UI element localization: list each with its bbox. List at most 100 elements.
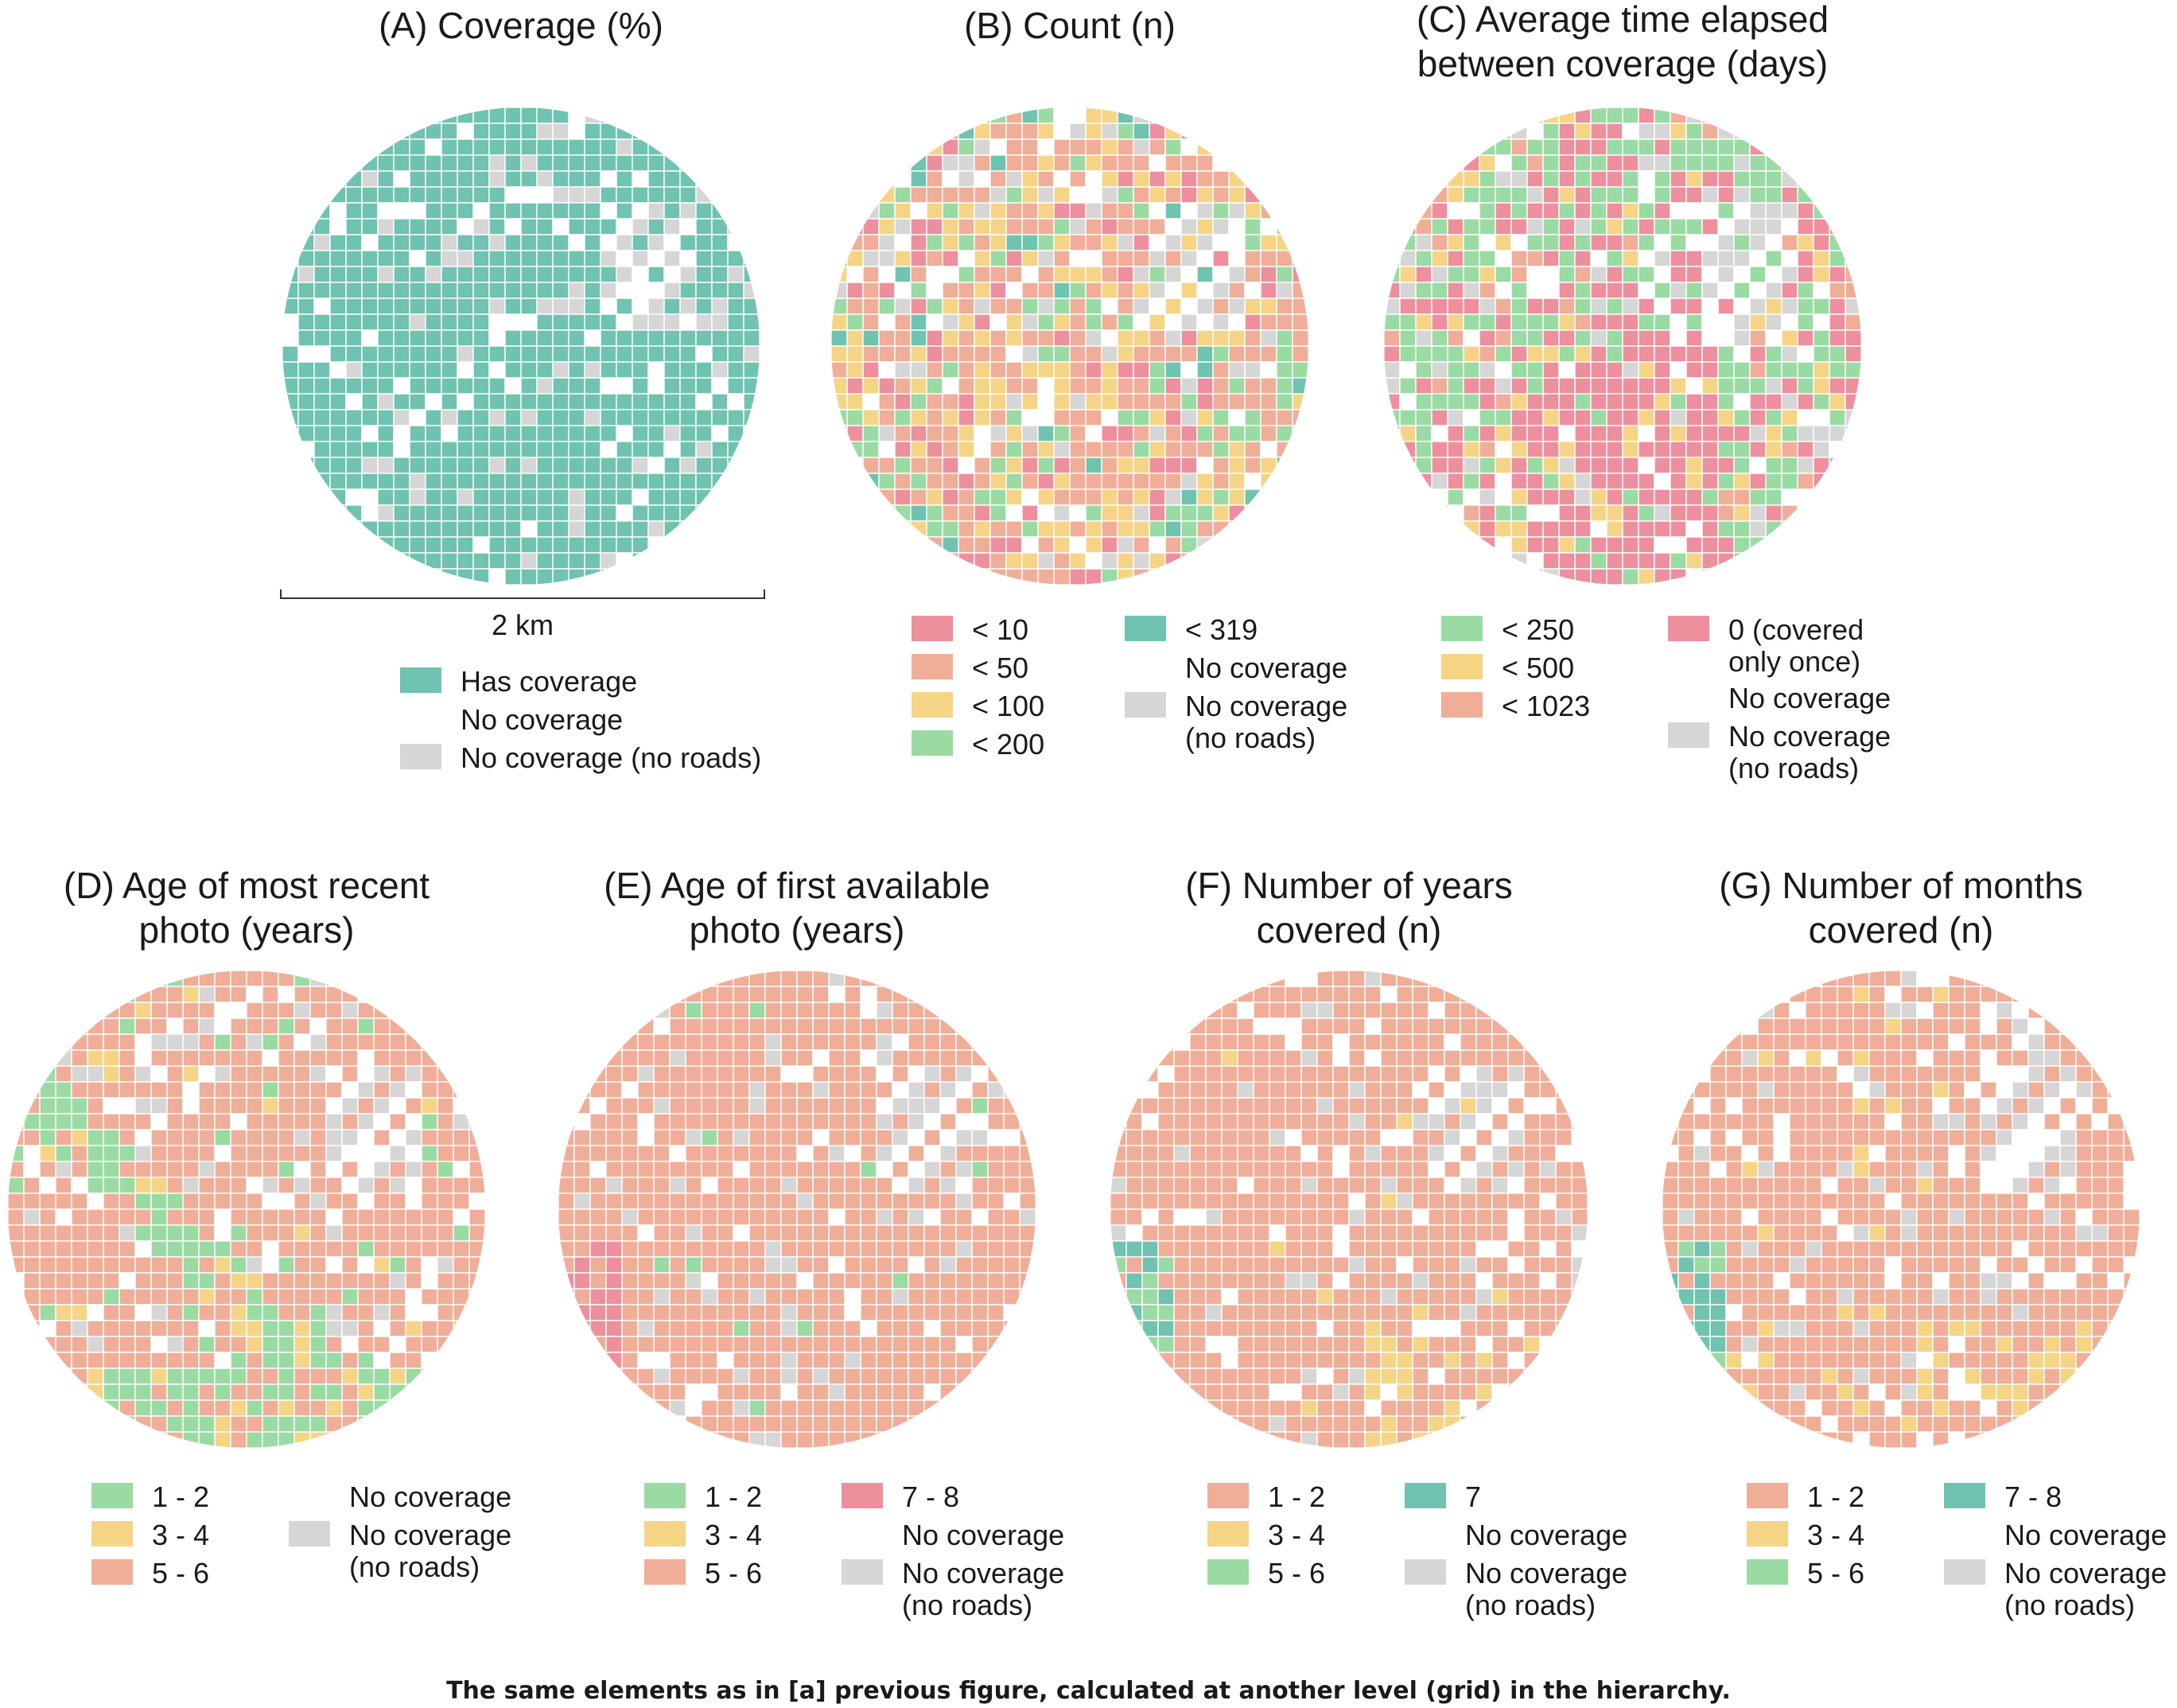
map-cell	[1733, 266, 1751, 283]
map-cell	[573, 1288, 591, 1305]
map-cell	[8, 1145, 25, 1162]
map-cell	[8, 1272, 25, 1290]
map-cell	[1463, 345, 1480, 363]
map-cell	[616, 473, 633, 490]
map-cell	[472, 282, 490, 299]
map-cell	[989, 457, 1007, 474]
map-cell	[1133, 138, 1150, 156]
map-cell	[727, 282, 744, 299]
map-cell	[878, 504, 896, 522]
map-cell	[361, 488, 379, 506]
map-cell	[695, 329, 713, 347]
map-cell	[393, 313, 410, 331]
map-cells	[282, 107, 760, 585]
map-cell	[1164, 329, 1182, 347]
map-cell	[605, 1097, 623, 1115]
map-cell	[1749, 441, 1767, 458]
map-cell	[621, 1049, 639, 1067]
map-cell	[409, 123, 426, 140]
map-cell	[377, 313, 395, 331]
map-cell	[1717, 266, 1735, 283]
map-cell	[669, 1208, 686, 1226]
map-cell	[1460, 1256, 1477, 1274]
map-cell	[878, 202, 896, 220]
map-cell	[974, 107, 991, 124]
map-cell	[942, 377, 959, 395]
map-cell	[1173, 1017, 1191, 1035]
legend-label: 3 - 4	[152, 1519, 210, 1551]
map-cell	[246, 1304, 263, 1321]
map-cell	[1460, 1320, 1477, 1337]
map-cell	[421, 1208, 438, 1226]
map-cell	[1412, 1399, 1429, 1417]
map-cell	[1316, 1097, 1334, 1115]
map-cell	[198, 1129, 216, 1146]
map-cell	[616, 154, 633, 172]
map-cell	[796, 1177, 814, 1194]
map-cell	[568, 377, 585, 395]
map-cell	[637, 1033, 655, 1051]
map-cell	[733, 1399, 750, 1417]
map-cell	[1495, 552, 1512, 570]
map-cell	[182, 1399, 200, 1417]
map-cell	[1733, 393, 1751, 410]
map-cell	[1069, 504, 1087, 522]
map-cell	[695, 282, 713, 299]
map-cell	[812, 1224, 830, 1242]
map-cell	[1428, 1113, 1445, 1130]
map-cell	[910, 234, 927, 251]
map-cell	[1463, 409, 1480, 426]
map-cell	[457, 313, 474, 331]
map-cell	[468, 1256, 485, 1274]
map-cell	[1053, 361, 1071, 379]
map-cell	[987, 1081, 1005, 1099]
map-cell	[504, 186, 522, 204]
map-cell	[39, 1049, 56, 1067]
map-cell	[1117, 504, 1134, 522]
map-cell	[453, 1065, 470, 1083]
map-cell	[892, 1097, 909, 1115]
map-cell	[246, 1415, 263, 1433]
map-cell	[876, 1288, 893, 1305]
map-cell	[341, 1304, 359, 1321]
map-cell	[341, 1256, 359, 1274]
map-cell	[1590, 170, 1607, 188]
map-cell	[1380, 1431, 1398, 1448]
map-cell	[1539, 1081, 1557, 1099]
map-cell	[1415, 313, 1433, 331]
map-cell	[1980, 971, 1997, 987]
map-cell	[605, 1352, 623, 1369]
map-cell	[695, 250, 713, 267]
map-cell	[600, 107, 617, 124]
map-cell	[409, 536, 426, 554]
map-cell	[637, 1177, 655, 1194]
map-cell	[278, 1097, 295, 1115]
map-cell	[1757, 1017, 1775, 1035]
map-cell	[8, 1304, 25, 1321]
map-cell	[1479, 170, 1496, 188]
legend-swatch	[1125, 692, 1166, 718]
map-cell	[1507, 1081, 1525, 1099]
map-cell	[727, 218, 744, 235]
map-cell	[8, 1192, 25, 1210]
map-cell	[573, 1113, 591, 1130]
map-cell	[942, 234, 959, 251]
map-cell	[1173, 1161, 1191, 1178]
map-cell	[733, 1113, 750, 1130]
map-cell	[1765, 441, 1782, 458]
map-cell	[701, 1192, 718, 1210]
map-cell	[1460, 1033, 1477, 1051]
map-cell	[828, 1368, 846, 1385]
map-cell	[876, 1304, 893, 1321]
map-cell	[246, 1383, 263, 1401]
map-cell	[926, 266, 943, 283]
map-cell	[1260, 282, 1277, 299]
map-cell	[1244, 441, 1261, 458]
map-cell	[441, 504, 458, 522]
map-cell	[1805, 1002, 1822, 1019]
map-cell	[441, 329, 458, 347]
map-cell	[297, 425, 315, 442]
map-cell	[846, 345, 864, 363]
map-cell	[1460, 1415, 1477, 1433]
map-cell	[488, 345, 506, 363]
